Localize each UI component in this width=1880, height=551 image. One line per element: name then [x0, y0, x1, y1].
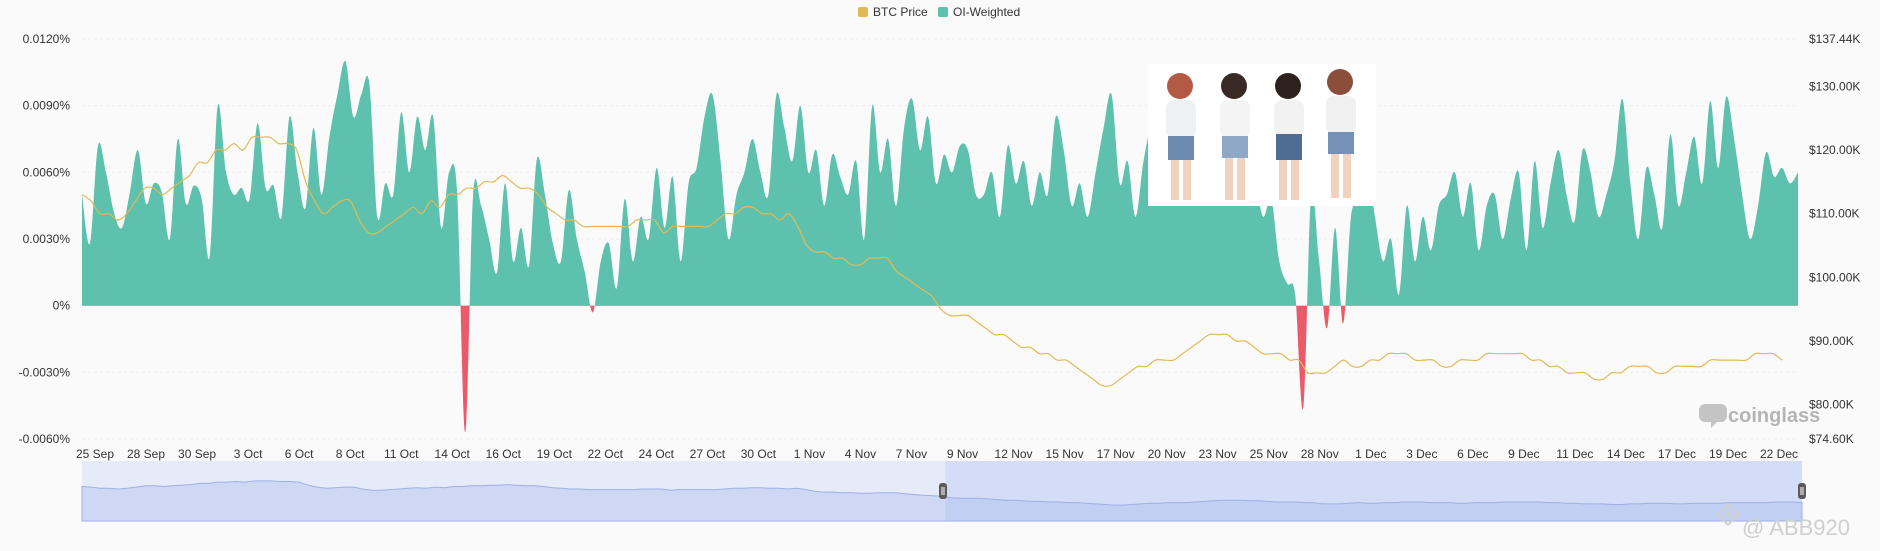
- person-figure: [1220, 73, 1250, 200]
- y-left-tick-label: -0.0030%: [19, 365, 71, 379]
- navigator-selection[interactable]: [945, 461, 1802, 521]
- x-tick-label: 9 Dec: [1508, 447, 1539, 461]
- y-right-tick-label: $80.00K: [1809, 398, 1854, 412]
- x-tick-label: 6 Oct: [285, 447, 314, 461]
- range-navigator[interactable]: [81, 461, 1806, 522]
- navigator-mini-series: [81, 480, 1803, 522]
- x-tick-label: 8 Oct: [336, 447, 365, 461]
- legend-swatch-btc-price: [858, 7, 868, 17]
- watermark: coinglass: [1699, 404, 1820, 428]
- x-tick-label: 11 Oct: [384, 447, 419, 461]
- btc-price-path: [81, 135, 1783, 387]
- legend-label-btc-price: BTC Price: [873, 5, 928, 19]
- x-tick-label: 4 Nov: [845, 447, 876, 461]
- photo-overlay: [1148, 64, 1376, 206]
- legend-item-oi-weighted[interactable]: OI-Weighted: [938, 5, 1020, 19]
- x-tick-label: 25 Nov: [1250, 447, 1288, 461]
- y-axis-left: 0.0120% 0.0090% 0.0060% 0.0030% 0% -0.0030% -0…: [19, 32, 71, 446]
- x-tick-label: 20 Nov: [1148, 447, 1186, 461]
- legend-label-oi-weighted: OI-Weighted: [953, 5, 1020, 19]
- x-tick-label: 16 Oct: [486, 447, 522, 461]
- x-tick-label: 11 Dec: [1556, 447, 1593, 461]
- person-figure: [1166, 73, 1196, 200]
- x-tick-label: 3 Oct: [234, 447, 263, 461]
- x-tick-label: 17 Nov: [1097, 447, 1135, 461]
- watermark-text: coinglass: [1728, 405, 1820, 427]
- person-figure: [1274, 73, 1304, 200]
- y-left-tick-label: 0%: [53, 299, 71, 313]
- legend[interactable]: BTC Price OI-Weighted: [858, 5, 1020, 19]
- x-tick-label: 27 Oct: [690, 447, 726, 461]
- y-left-tick-label: 0.0090%: [23, 99, 71, 113]
- navigator-handle-right[interactable]: [1798, 483, 1806, 499]
- navigator-handle-left[interactable]: [939, 483, 947, 499]
- btc-price-line: [81, 135, 1783, 387]
- person-figure: [1326, 69, 1356, 198]
- y-right-tick-label: $130.00K: [1809, 79, 1860, 93]
- y-right-tick-label: $90.00K: [1809, 334, 1854, 348]
- y-left-tick-label: 0.0120%: [23, 32, 71, 46]
- x-tick-label: 23 Nov: [1199, 447, 1237, 461]
- x-tick-label: 7 Nov: [896, 447, 927, 461]
- x-tick-label: 22 Dec: [1760, 447, 1798, 461]
- legend-item-btc-price[interactable]: BTC Price: [858, 5, 928, 19]
- x-tick-label: 17 Dec: [1658, 447, 1696, 461]
- y-right-tick-label: $110.00K: [1809, 207, 1860, 221]
- x-tick-label: 30 Oct: [741, 447, 777, 461]
- x-tick-label: 28 Nov: [1301, 447, 1339, 461]
- y-right-tick-label: $100.00K: [1809, 270, 1860, 284]
- x-tick-label: 14 Dec: [1607, 447, 1645, 461]
- x-tick-label: 15 Nov: [1046, 447, 1084, 461]
- x-tick-label: 3 Dec: [1406, 447, 1437, 461]
- x-tick-label: 9 Nov: [947, 447, 978, 461]
- y-right-tick-label: $120.00K: [1809, 143, 1860, 157]
- y-right-tick-label: $74.60K: [1809, 432, 1854, 446]
- y-left-tick-label: 0.0060%: [23, 165, 71, 179]
- x-tick-label: 28 Sep: [127, 447, 165, 461]
- user-handle-text: @ ABB920: [1742, 515, 1850, 540]
- x-tick-label: 24 Oct: [639, 447, 675, 461]
- x-tick-label: 22 Oct: [588, 447, 624, 461]
- x-tick-label: 1 Dec: [1355, 447, 1386, 461]
- legend-swatch-oi-weighted: [938, 7, 948, 17]
- oi-weighted-area: [82, 61, 1798, 433]
- x-tick-label: 14 Oct: [435, 447, 471, 461]
- y-left-tick-label: -0.0060%: [19, 432, 71, 446]
- y-left-tick-label: 0.0030%: [23, 232, 71, 246]
- oi-weighted-positive-area: [82, 61, 1798, 306]
- coinglass-logo-icon: [1699, 404, 1727, 428]
- x-tick-label: 6 Dec: [1457, 447, 1488, 461]
- y-right-tick-label: $137.44K: [1809, 32, 1860, 46]
- x-tick-label: 19 Dec: [1709, 447, 1747, 461]
- x-tick-label: 30 Sep: [178, 447, 216, 461]
- x-axis: 25 Sep 28 Sep 30 Sep 3 Oct 6 Oct 8 Oct 11 Oct 1…: [76, 447, 1798, 461]
- x-tick-label: 1 Nov: [794, 447, 825, 461]
- y-axis-right: $137.44K $130.00K $120.00K $110.00K $100.00K…: [1809, 32, 1860, 446]
- x-tick-label: 12 Nov: [995, 447, 1033, 461]
- x-tick-label: 19 Oct: [537, 447, 573, 461]
- x-tick-label: 25 Sep: [76, 447, 114, 461]
